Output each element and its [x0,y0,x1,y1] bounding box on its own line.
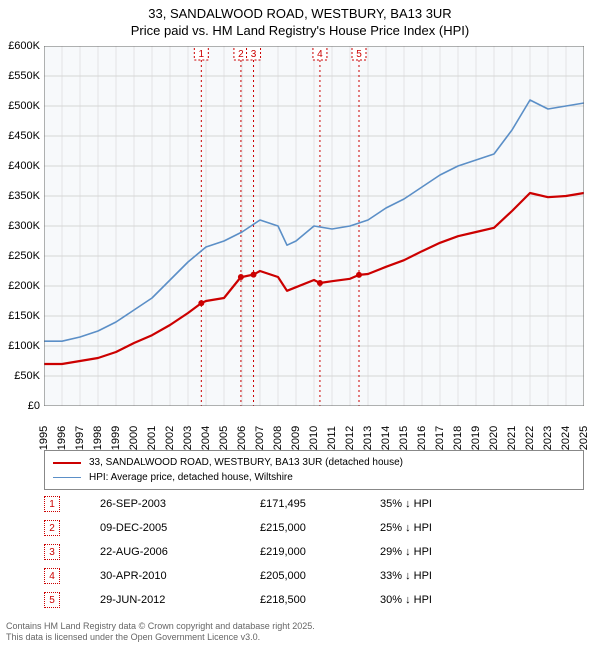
sales-row: 1 26-SEP-2003£171,49535% ↓ HPI [44,492,584,516]
sales-marker: 1 [44,496,60,512]
sales-date: 29-JUN-2012 [100,594,260,606]
x-tick-label: 2015 [398,426,410,450]
legend-row-price: 33, SANDALWOOD ROAD, WESTBURY, BA13 3UR … [53,455,575,470]
y-tick-label: £100K [8,340,40,352]
sales-date: 22-AUG-2006 [100,546,260,558]
legend-swatch-price [53,462,81,464]
x-tick-label: 2017 [434,426,446,450]
chart-title: 33, SANDALWOOD ROAD, WESTBURY, BA13 3UR … [0,0,600,40]
x-tick-label: 2001 [146,426,158,450]
x-tick-label: 2025 [578,426,590,450]
legend-label-hpi: HPI: Average price, detached house, Wilt… [89,470,293,485]
footer: Contains HM Land Registry data © Crown c… [6,621,315,644]
x-tick-label: 2023 [542,426,554,450]
sales-date: 30-APR-2010 [100,570,260,582]
x-tick-label: 2007 [254,426,266,450]
x-tick-label: 2021 [506,426,518,450]
sales-row: 4 30-APR-2010£205,00033% ↓ HPI [44,564,584,588]
sales-pct: 29% ↓ HPI [380,546,500,558]
title-line-1: 33, SANDALWOOD ROAD, WESTBURY, BA13 3UR [148,6,451,21]
y-tick-label: £550K [8,70,40,82]
x-tick-label: 2018 [452,426,464,450]
x-tick-label: 2010 [308,426,320,450]
sales-marker: 4 [44,568,60,584]
sales-pct: 30% ↓ HPI [380,594,500,606]
svg-text:3: 3 [251,49,257,60]
legend-label-price: 33, SANDALWOOD ROAD, WESTBURY, BA13 3UR … [89,455,403,470]
x-tick-label: 2024 [560,426,572,450]
x-tick-label: 2013 [362,426,374,450]
svg-text:2: 2 [238,49,244,60]
sales-table: 1 26-SEP-2003£171,49535% ↓ HPI 2 09-DEC-200… [44,492,584,612]
x-tick-label: 2011 [326,426,338,450]
sales-price: £171,495 [260,498,380,510]
sales-price: £205,000 [260,570,380,582]
x-tick-label: 2000 [128,426,140,450]
y-tick-label: £500K [8,100,40,112]
x-tick-label: 1998 [92,426,104,450]
y-tick-label: £600K [8,40,40,52]
x-tick-label: 2016 [416,426,428,450]
x-tick-label: 1997 [74,426,86,450]
x-tick-label: 1999 [110,426,122,450]
x-tick-label: 2003 [182,426,194,450]
legend-swatch-hpi [53,477,81,478]
footer-line-2: This data is licensed under the Open Gov… [6,632,260,642]
x-tick-label: 2004 [200,426,212,450]
x-tick-label: 1995 [38,426,50,450]
footer-line-1: Contains HM Land Registry data © Crown c… [6,621,315,631]
x-tick-label: 2014 [380,426,392,450]
x-tick-label: 2019 [470,426,482,450]
sales-pct: 33% ↓ HPI [380,570,500,582]
chart-svg: 12345 [44,46,584,406]
x-axis-labels: 1995199619971998199920002001200220032004… [44,408,584,448]
chart-container: 33, SANDALWOOD ROAD, WESTBURY, BA13 3UR … [0,0,600,650]
y-axis-labels: £0£50K£100K£150K£200K£250K£300K£350K£400… [0,46,44,406]
x-tick-label: 2022 [524,426,536,450]
sales-pct: 25% ↓ HPI [380,522,500,534]
sales-row: 2 09-DEC-2005£215,00025% ↓ HPI [44,516,584,540]
legend: 33, SANDALWOOD ROAD, WESTBURY, BA13 3UR … [44,450,584,490]
svg-text:5: 5 [356,49,362,60]
y-tick-label: £250K [8,250,40,262]
x-tick-label: 2020 [488,426,500,450]
sales-row: 3 22-AUG-2006£219,00029% ↓ HPI [44,540,584,564]
sales-price: £218,500 [260,594,380,606]
x-tick-label: 2006 [236,426,248,450]
title-line-2: Price paid vs. HM Land Registry's House … [131,23,469,38]
x-tick-label: 2012 [344,426,356,450]
y-tick-label: £400K [8,160,40,172]
y-tick-label: £0 [28,400,40,412]
x-tick-label: 1996 [56,426,68,450]
y-tick-label: £200K [8,280,40,292]
sales-row: 5 29-JUN-2012£218,50030% ↓ HPI [44,588,584,612]
x-tick-label: 2002 [164,426,176,450]
svg-text:4: 4 [317,49,323,60]
sales-marker: 3 [44,544,60,560]
sales-marker: 2 [44,520,60,536]
sales-marker: 5 [44,592,60,608]
chart-plot-area: 12345 [44,46,584,406]
y-tick-label: £50K [14,370,40,382]
y-tick-label: £450K [8,130,40,142]
x-tick-label: 2009 [290,426,302,450]
y-tick-label: £300K [8,220,40,232]
sales-price: £215,000 [260,522,380,534]
legend-row-hpi: HPI: Average price, detached house, Wilt… [53,470,575,485]
sales-date: 26-SEP-2003 [100,498,260,510]
sales-pct: 35% ↓ HPI [380,498,500,510]
svg-text:1: 1 [199,49,205,60]
y-tick-label: £350K [8,190,40,202]
sales-date: 09-DEC-2005 [100,522,260,534]
sales-price: £219,000 [260,546,380,558]
x-tick-label: 2005 [218,426,230,450]
y-tick-label: £150K [8,310,40,322]
x-tick-label: 2008 [272,426,284,450]
